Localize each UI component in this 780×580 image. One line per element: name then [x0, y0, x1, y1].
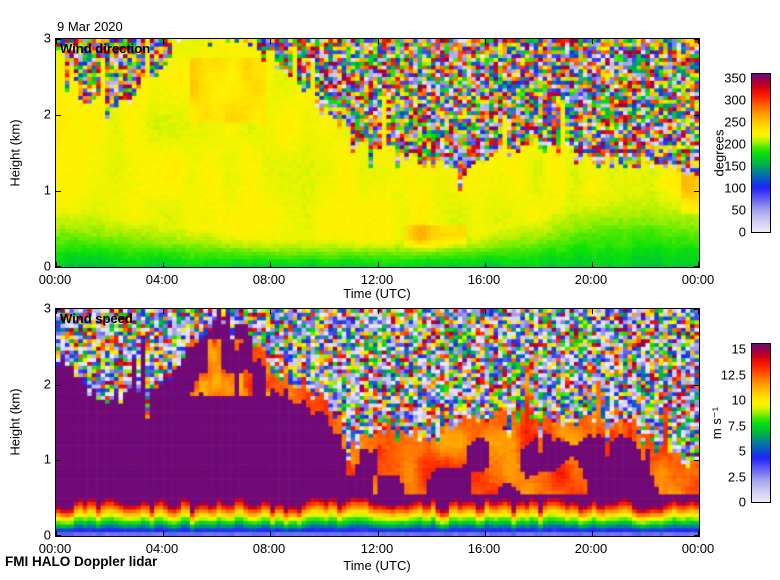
colorbar-speed [751, 343, 771, 503]
wind-direction-panel: Wind direction [55, 38, 700, 268]
y-tick-label: 1 [43, 451, 51, 467]
colorbar-tick-label: 10 [731, 392, 746, 408]
axis-tick [485, 39, 486, 44]
axis-tick [378, 39, 379, 44]
axis-tick [694, 191, 699, 192]
axis-tick [163, 531, 164, 536]
y-axis-label-bottom: Height (km) [7, 388, 23, 456]
colorbar-direction-gradient [752, 74, 770, 232]
wind-speed-label: Wind speed [60, 311, 133, 326]
axis-tick [56, 191, 61, 192]
axis-tick [694, 309, 699, 310]
wind-speed-heatmap [56, 309, 699, 536]
axis-tick [56, 531, 57, 536]
x-tick-label: 08:00 [252, 541, 286, 556]
axis-tick [378, 531, 379, 536]
x-axis-label-top: Time (UTC) [343, 286, 411, 301]
x-tick-label: 12:00 [360, 541, 394, 556]
x-tick-label: 04:00 [145, 272, 179, 287]
colorbar-tick-label: 150 [724, 158, 746, 174]
axis-tick [56, 460, 61, 461]
y-tick-label: 0 [43, 258, 51, 274]
axis-tick [694, 266, 699, 267]
x-axis-label-bottom: Time (UTC) [343, 558, 411, 573]
y-tick-label: 3 [43, 300, 51, 316]
colorbar-tick-label: 15 [731, 341, 746, 357]
axis-tick [56, 115, 61, 116]
colorbar-tick-label: 0 [738, 224, 746, 240]
axis-tick [592, 309, 593, 314]
wind-speed-panel: Wind speed [55, 308, 700, 537]
y-tick-label: 2 [43, 376, 51, 392]
axis-tick [56, 385, 61, 386]
axis-tick [56, 309, 61, 310]
axis-tick [592, 262, 593, 267]
y-tick-label: 1 [43, 182, 51, 198]
colorbar-tick-label: 250 [724, 114, 746, 130]
colorbar-tick-label: 12.5 [720, 367, 746, 383]
x-tick-label: 12:00 [360, 272, 394, 287]
axis-tick [592, 531, 593, 536]
plot-title: 9 Mar 2020 [57, 19, 123, 34]
colorbar-speed-unit: m s⁻¹ [709, 406, 724, 440]
colorbar-tick-label: 5 [738, 443, 746, 459]
colorbar-tick-label: 7.5 [727, 418, 746, 434]
x-tick-label: 16:00 [467, 272, 501, 287]
axis-tick [378, 309, 379, 314]
axis-tick [163, 39, 164, 44]
axis-tick [270, 531, 271, 536]
x-tick-label: 00:00 [681, 541, 715, 556]
axis-tick [485, 262, 486, 267]
colorbar-tick-label: 0 [738, 494, 746, 510]
x-tick-label: 00:00 [38, 272, 72, 287]
instrument-caption: FMI HALO Doppler lidar [5, 554, 158, 569]
axis-tick [56, 262, 57, 267]
axis-tick [56, 309, 57, 314]
x-tick-label: 20:00 [574, 541, 608, 556]
axis-tick [56, 39, 61, 40]
colorbar-tick-label: 50 [731, 202, 746, 218]
x-tick-label: 16:00 [467, 541, 501, 556]
colorbar-tick-label: 350 [724, 70, 746, 86]
axis-tick [56, 39, 57, 44]
y-tick-label: 3 [43, 30, 51, 46]
axis-tick [270, 309, 271, 314]
axis-tick [694, 385, 699, 386]
axis-tick [698, 309, 699, 314]
x-tick-label: 00:00 [681, 272, 715, 287]
axis-tick [694, 535, 699, 536]
x-tick-label: 20:00 [574, 272, 608, 287]
axis-tick [694, 460, 699, 461]
axis-tick [485, 531, 486, 536]
x-tick-label: 00:00 [38, 541, 72, 556]
colorbar-tick-label: 300 [724, 92, 746, 108]
axis-tick [592, 39, 593, 44]
wind-direction-heatmap [56, 39, 699, 267]
colorbar-tick-label: 2.5 [727, 469, 746, 485]
axis-tick [56, 535, 61, 536]
axis-tick [163, 309, 164, 314]
y-axis-label-top: Height (km) [7, 119, 23, 187]
axis-tick [56, 266, 61, 267]
y-tick-label: 2 [43, 106, 51, 122]
axis-tick [163, 262, 164, 267]
axis-tick [694, 39, 699, 40]
y-tick-label: 0 [43, 527, 51, 543]
colorbar-direction [751, 73, 771, 233]
axis-tick [485, 309, 486, 314]
axis-tick [698, 531, 699, 536]
colorbar-speed-gradient [752, 344, 770, 502]
axis-tick [698, 39, 699, 44]
colorbar-tick-label: 200 [724, 136, 746, 152]
colorbar-tick-label: 100 [724, 180, 746, 196]
axis-tick [694, 115, 699, 116]
axis-tick [378, 262, 379, 267]
axis-tick [270, 262, 271, 267]
x-tick-label: 04:00 [145, 541, 179, 556]
wind-direction-label: Wind direction [60, 41, 151, 56]
x-tick-label: 08:00 [252, 272, 286, 287]
axis-tick [270, 39, 271, 44]
axis-tick [698, 262, 699, 267]
